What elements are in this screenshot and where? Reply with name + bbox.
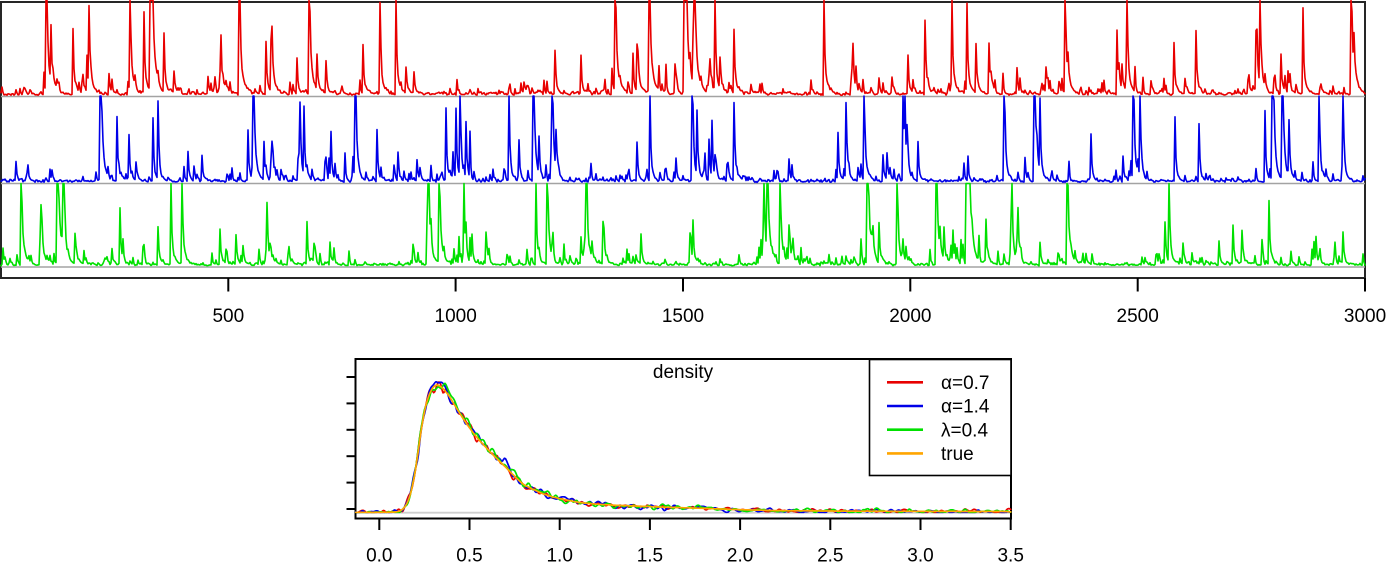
svg-text:2.5: 2.5 — [817, 546, 843, 563]
svg-text:0.0: 0.0 — [366, 546, 392, 563]
svg-text:λ=0.4: λ=0.4 — [941, 420, 988, 441]
svg-text:α=1.4: α=1.4 — [941, 397, 990, 418]
svg-text:3.5: 3.5 — [997, 546, 1023, 563]
svg-text:3000: 3000 — [1344, 306, 1386, 327]
svg-text:500: 500 — [212, 306, 244, 327]
svg-text:1.5: 1.5 — [637, 546, 663, 563]
svg-text:1000: 1000 — [435, 306, 477, 327]
svg-text:2500: 2500 — [1117, 306, 1159, 327]
svg-text:true: true — [941, 444, 974, 465]
svg-text:α=0.7: α=0.7 — [941, 373, 990, 394]
svg-text:density: density — [653, 362, 714, 383]
svg-text:0.5: 0.5 — [456, 546, 482, 563]
svg-text:1.0: 1.0 — [546, 546, 572, 563]
svg-text:2.0: 2.0 — [727, 546, 753, 563]
svg-text:2000: 2000 — [889, 306, 931, 327]
svg-text:3.0: 3.0 — [907, 546, 933, 563]
svg-text:1500: 1500 — [662, 306, 704, 327]
